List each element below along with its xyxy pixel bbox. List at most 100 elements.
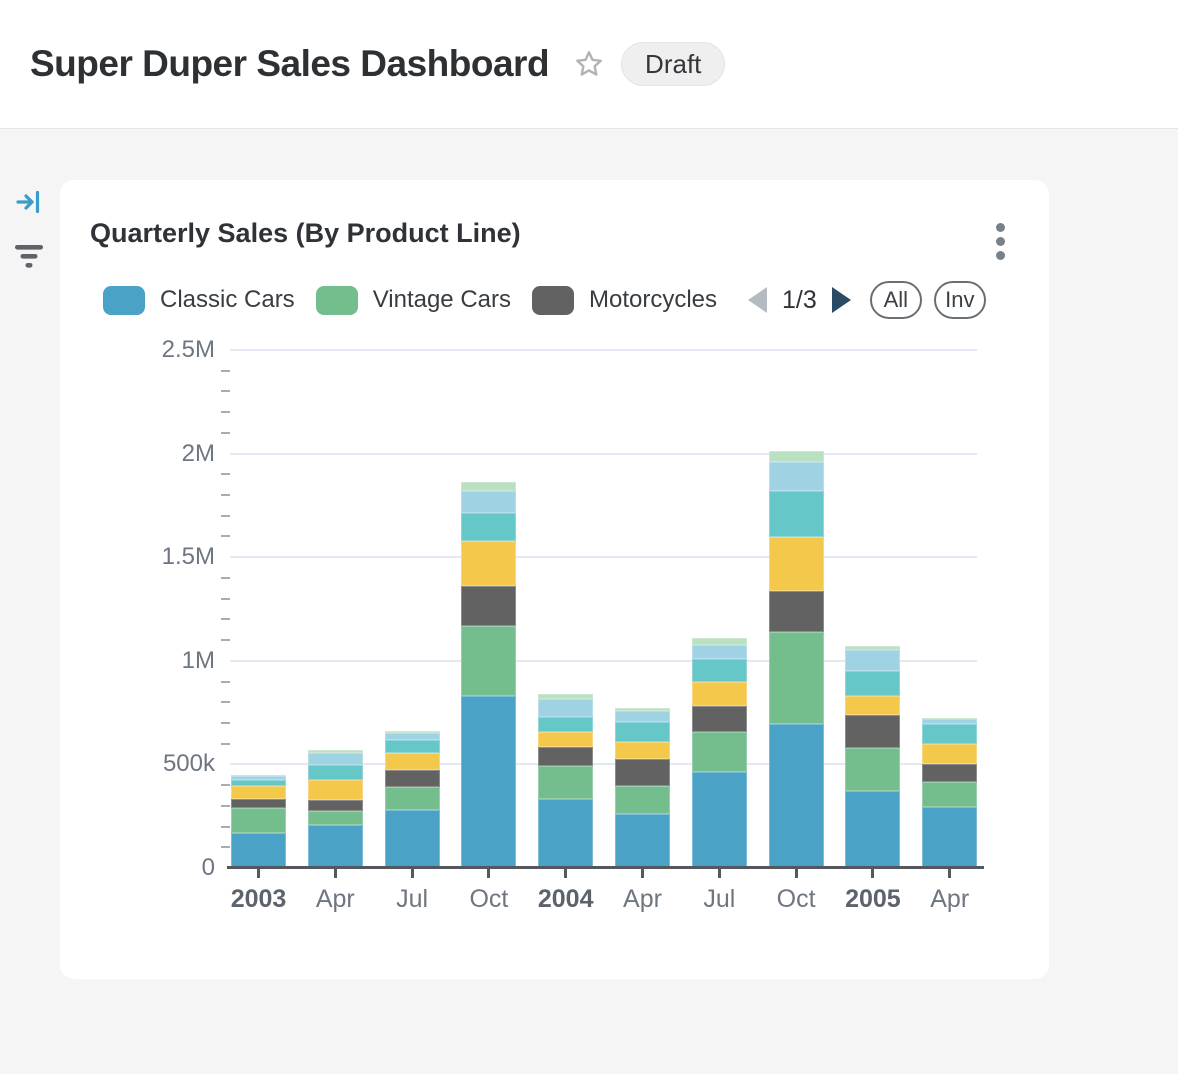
bar-segment-series-1[interactable]	[922, 807, 978, 868]
y-minor-tick	[221, 514, 230, 517]
bar-segment-series-1[interactable]	[615, 813, 670, 868]
bar-segment-series-7[interactable]	[461, 481, 517, 491]
card-header: Quarterly Sales (By Product Line)	[90, 218, 1013, 265]
chart-legend: Classic Cars Vintage Cars Motorcycles	[103, 285, 717, 315]
card-menu-button[interactable]	[988, 218, 1013, 265]
bar-segment-series-7[interactable]	[845, 646, 901, 651]
bar-segment-series-7[interactable]	[538, 694, 594, 699]
bar-segment-series-4[interactable]	[691, 682, 747, 707]
bar-segment-series-1[interactable]	[231, 833, 286, 868]
bar-segment-series-4[interactable]	[384, 753, 440, 770]
bar-segment-series-3[interactable]	[845, 714, 901, 749]
bar-segment-series-4[interactable]	[768, 536, 824, 592]
bar-segment-series-7[interactable]	[231, 774, 286, 777]
bar-segment-series-5[interactable]	[768, 490, 824, 537]
bar-segment-series-2[interactable]	[461, 626, 517, 697]
bar-segment-series-2[interactable]	[307, 811, 363, 826]
bar-segment-series-3[interactable]	[461, 586, 517, 627]
y-tick-label: 2M	[181, 439, 215, 467]
bar-segment-series-4[interactable]	[231, 786, 286, 799]
legend-next-button[interactable]	[831, 287, 851, 313]
bar-segment-series-6[interactable]	[538, 698, 594, 717]
bar-segment-series-4[interactable]	[845, 696, 901, 715]
bar-segment-series-5[interactable]	[231, 780, 286, 787]
x-axis-tick	[257, 869, 260, 878]
bar-segment-series-5[interactable]	[461, 513, 517, 542]
bar-segment-series-2[interactable]	[768, 632, 824, 724]
filter-button[interactable]	[14, 243, 44, 271]
bar-jul-2	[384, 731, 440, 868]
bar-segment-series-3[interactable]	[768, 591, 824, 633]
bar-segment-series-6[interactable]	[461, 490, 517, 514]
x-axis-tick	[948, 869, 952, 878]
bar-segment-series-7[interactable]	[768, 450, 824, 463]
bar-segment-series-6[interactable]	[691, 644, 747, 660]
bar-segment-series-6[interactable]	[615, 711, 670, 723]
bar-segment-series-6[interactable]	[922, 719, 978, 724]
kebab-dot	[996, 237, 1005, 246]
kebab-dot	[996, 223, 1005, 232]
favorite-button[interactable]	[573, 48, 605, 80]
bar-segment-series-1[interactable]	[691, 772, 747, 868]
bar-segment-series-4[interactable]	[615, 742, 670, 760]
bar-segment-series-5[interactable]	[615, 722, 670, 743]
bar-segment-series-6[interactable]	[307, 753, 363, 766]
bar-segment-series-6[interactable]	[768, 462, 824, 491]
bar-segment-series-5[interactable]	[691, 659, 747, 683]
bar-segment-series-5[interactable]	[922, 723, 978, 744]
bar-segment-series-4[interactable]	[538, 731, 594, 748]
collapse-panel-button[interactable]	[15, 188, 43, 216]
bar-segment-series-7[interactable]	[922, 717, 978, 720]
bar-segment-series-2[interactable]	[845, 748, 901, 792]
x-tick-label: Apr	[623, 885, 662, 913]
bar-segment-series-1[interactable]	[538, 798, 594, 868]
legend-page-indicator: 1/3	[782, 285, 817, 314]
bar-segment-series-2[interactable]	[538, 765, 594, 799]
bar-segment-series-2[interactable]	[231, 807, 286, 834]
bar-segment-series-3[interactable]	[538, 747, 594, 766]
y-minor-tick	[221, 431, 230, 434]
bar-segment-series-7[interactable]	[384, 731, 440, 734]
bar-segment-series-4[interactable]	[307, 780, 363, 800]
bar-segment-series-4[interactable]	[922, 743, 978, 764]
legend-item-classic-cars[interactable]: Classic Cars	[103, 285, 295, 315]
bar-segment-series-6[interactable]	[384, 733, 440, 740]
bar-segment-series-2[interactable]	[384, 787, 440, 810]
bar-2004-4	[538, 694, 594, 868]
y-minor-tick	[221, 473, 230, 476]
bar-segment-series-5[interactable]	[384, 739, 440, 754]
bar-segment-series-3[interactable]	[231, 798, 286, 808]
legend-item-motorcycles[interactable]: Motorcycles	[532, 285, 717, 315]
bar-segment-series-5[interactable]	[538, 716, 594, 732]
bar-segment-series-7[interactable]	[307, 750, 363, 754]
select-all-button[interactable]: All	[869, 281, 922, 319]
bar-segment-series-3[interactable]	[922, 763, 978, 783]
legend-swatch	[315, 285, 358, 315]
star-icon	[576, 51, 602, 76]
bar-segment-series-6[interactable]	[845, 650, 901, 672]
bar-segment-series-7[interactable]	[691, 637, 747, 645]
invert-selection-button[interactable]: Inv	[933, 281, 986, 319]
bar-segment-series-1[interactable]	[461, 696, 517, 868]
bar-segment-series-2[interactable]	[691, 732, 747, 773]
bar-segment-series-2[interactable]	[615, 786, 670, 814]
bar-segment-series-7[interactable]	[615, 708, 670, 712]
y-minor-tick	[221, 576, 230, 579]
bar-segment-series-1[interactable]	[384, 809, 440, 868]
legend-prev-button[interactable]	[748, 287, 768, 313]
bar-segment-series-4[interactable]	[461, 541, 517, 587]
bar-segment-series-3[interactable]	[615, 759, 670, 787]
chart-area: 2.5M 2M 1.5M 1M 500k 0 2003 Apr Jul Oct 2004 Apr Ju…	[60, 336, 1049, 950]
bar-segment-series-5[interactable]	[845, 671, 901, 697]
bar-segment-series-1[interactable]	[768, 723, 824, 868]
bar-segment-series-3[interactable]	[307, 799, 363, 812]
bar-segment-series-3[interactable]	[691, 706, 747, 733]
legend-item-vintage-cars[interactable]: Vintage Cars	[315, 285, 511, 315]
bar-segment-series-2[interactable]	[922, 782, 978, 808]
x-tick-label: Oct	[776, 885, 816, 913]
bar-segment-series-1[interactable]	[307, 825, 363, 868]
bar-segment-series-1[interactable]	[845, 791, 901, 868]
bar-segment-series-5[interactable]	[307, 765, 363, 781]
bar-segment-series-6[interactable]	[231, 776, 286, 781]
bar-segment-series-3[interactable]	[384, 769, 440, 788]
